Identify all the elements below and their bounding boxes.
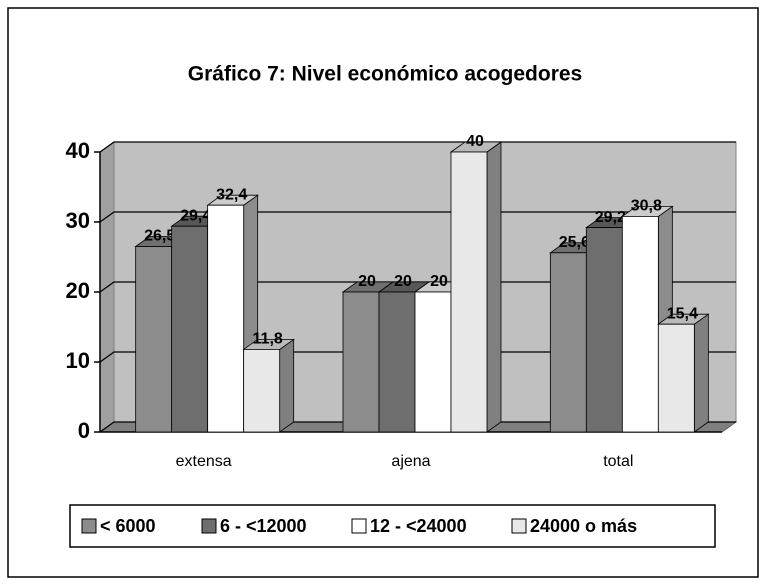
legend-swatch [81,518,97,534]
value-label: 29,4 [180,207,211,224]
y-tick-label: 30 [66,208,90,233]
value-label: 40 [466,133,484,150]
bar [171,225,209,433]
grid-line [99,421,736,433]
bar [414,291,452,433]
grid-line [99,211,736,223]
legend-label: 24000 o más [530,516,637,536]
y-tick-label: 40 [66,138,90,163]
legend-swatch [201,518,217,534]
chart-title: Gráfico 7: Nivel económico acogedores [188,63,582,86]
bar [135,246,173,433]
bar-side [693,313,709,433]
value-label: 32,4 [216,186,247,203]
bar [657,323,695,433]
legend-label: < 6000 [100,516,156,536]
y-tick-label: 20 [66,278,90,303]
value-label: 20 [358,273,376,290]
value-label: 26,5 [144,228,175,245]
bar [621,215,659,433]
x-tick-label: extensa [176,453,232,470]
bar-side [486,141,502,433]
value-label: 15,4 [667,305,698,322]
value-label: 25,6 [559,234,590,251]
bar [549,252,587,433]
y-tick-label: 0 [78,418,90,443]
value-label: 11,8 [253,331,283,348]
bar [207,204,245,433]
value-label: 20 [394,273,412,290]
legend-label: 12 - <24000 [370,516,467,536]
grid-line [99,351,736,363]
bar [243,348,281,433]
value-label: 20 [430,273,448,290]
bar-side [279,338,295,433]
value-label: 29,2 [595,209,626,226]
legend-label: 6 - <12000 [220,516,307,536]
legend-box [69,504,716,548]
grid-line [99,141,736,153]
bar [378,291,416,433]
grid-line [99,281,736,293]
legend-swatch [511,518,527,534]
value-label: 30,8 [631,198,662,215]
bar [585,227,623,433]
bar [342,291,380,433]
x-tick-label: ajena [391,453,430,470]
bar [450,151,488,433]
legend-swatch [351,518,367,534]
x-tick-label: total [603,453,633,470]
y-tick-label: 10 [66,348,90,373]
